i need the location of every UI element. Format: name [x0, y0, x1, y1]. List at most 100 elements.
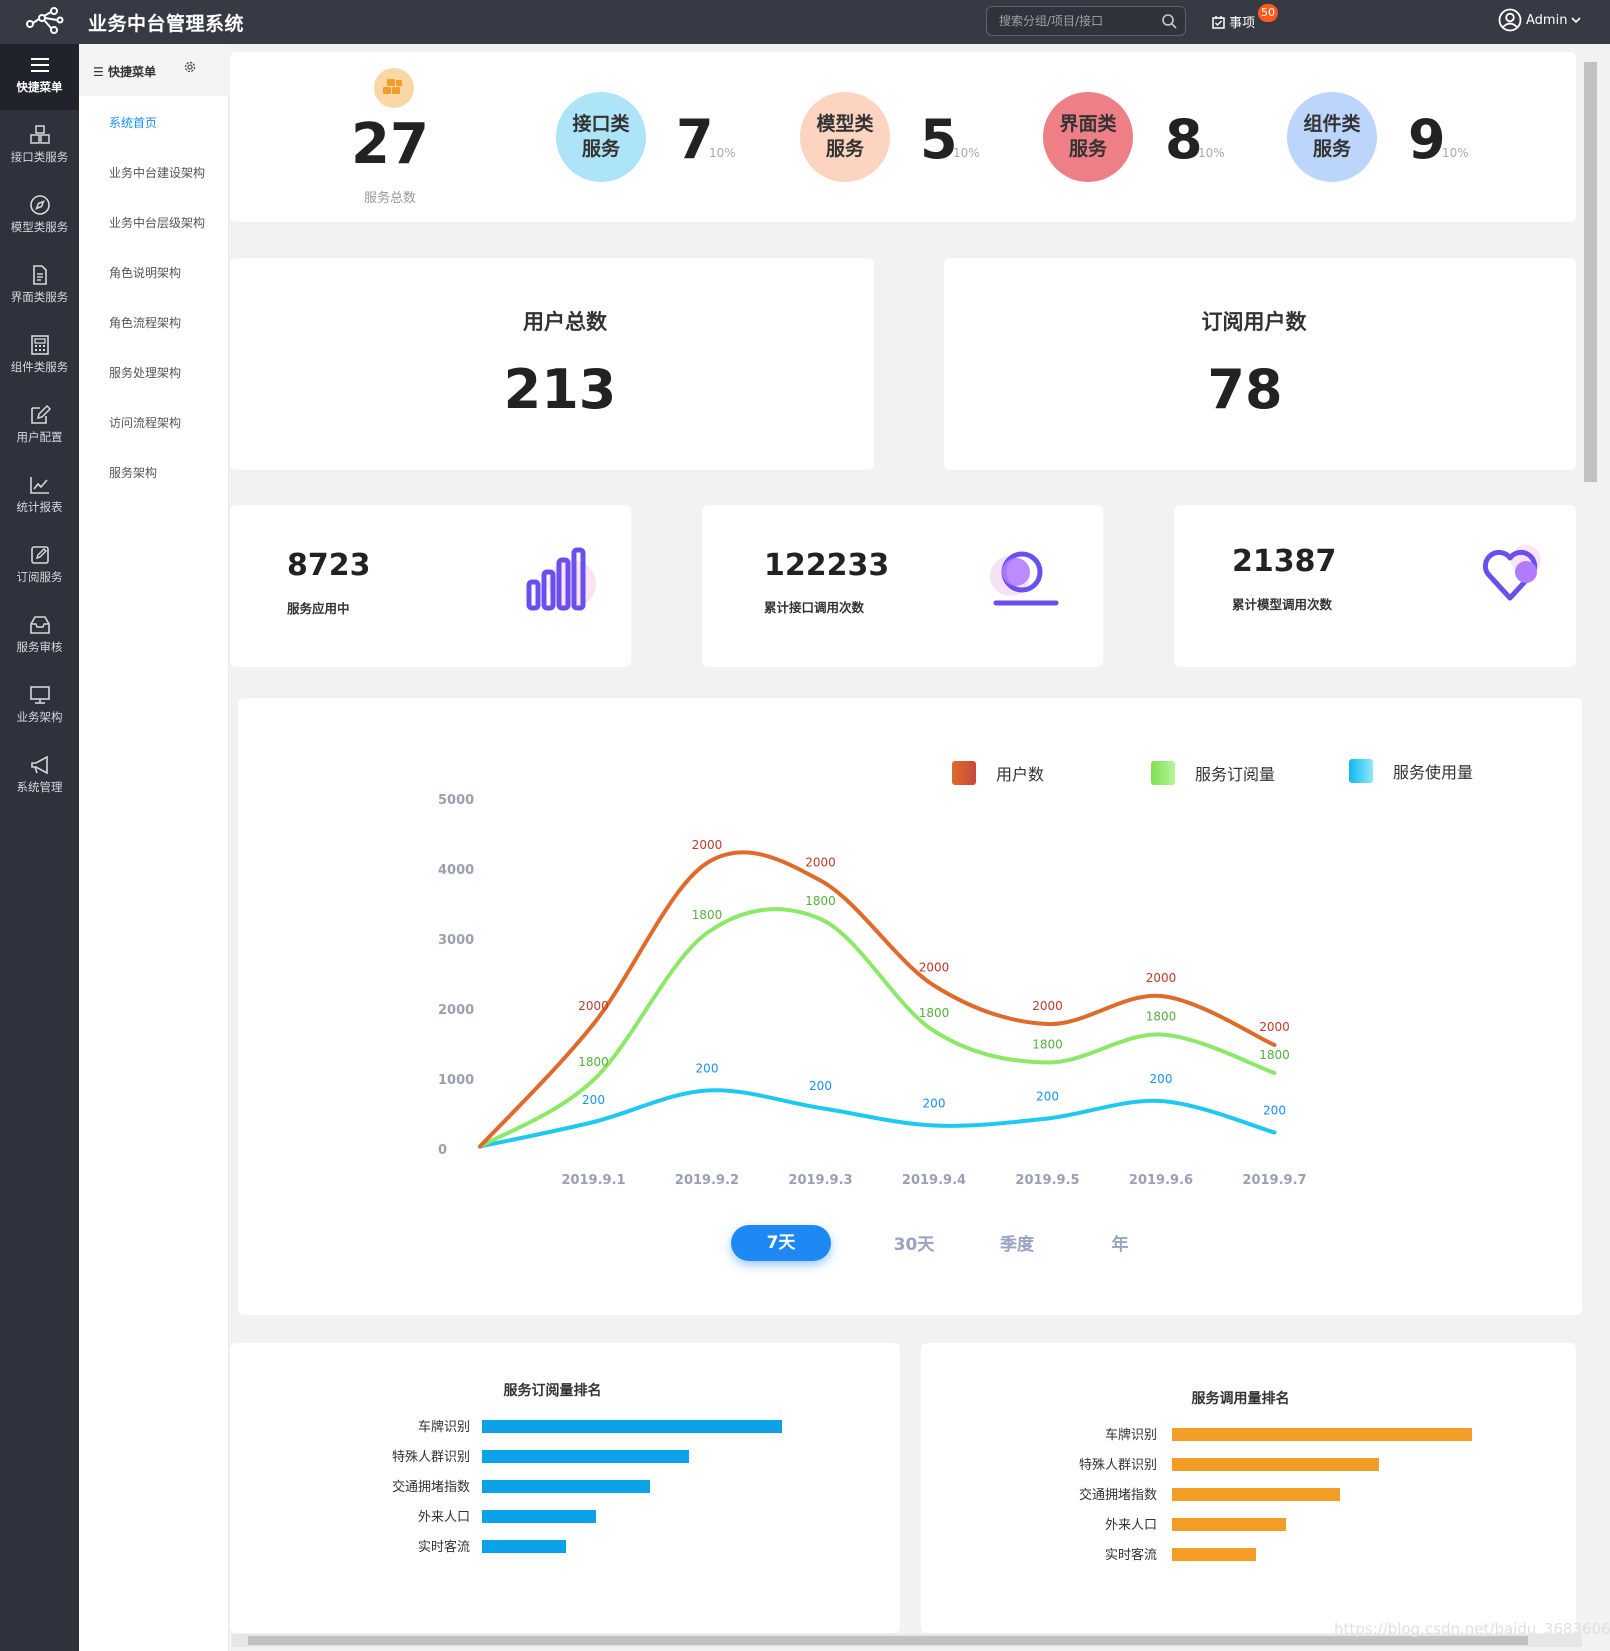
- ranking-bar[interactable]: [1172, 1518, 1286, 1531]
- sidebar-item-system-management[interactable]: 系统管理: [0, 744, 79, 810]
- ranking-bar[interactable]: [482, 1480, 650, 1493]
- tab-quarter[interactable]: 季度: [1000, 1235, 1034, 1255]
- metric-model-calls-label: 累计模型调用次数: [1232, 597, 1333, 612]
- data-label: 2000: [1259, 1020, 1290, 1034]
- service-stack-icon: [374, 68, 414, 108]
- tab-7-days[interactable]: 7天: [731, 1225, 831, 1261]
- sidebar-item-business-architecture[interactable]: 业务架构: [0, 674, 79, 740]
- series-usage-line: [478, 1088, 1277, 1149]
- ranking-bar[interactable]: [482, 1450, 689, 1463]
- ranking-bar[interactable]: [482, 1420, 782, 1433]
- quick-menu-item[interactable]: 业务中台建设架构: [109, 166, 206, 180]
- legend-subscription[interactable]: 服务订阅量: [1151, 761, 1275, 785]
- sidebar-item-label: 用户配置: [16, 430, 63, 444]
- ranking-category-label: 实时客流: [417, 1540, 470, 1555]
- metric-card-model-calls: [1174, 505, 1576, 667]
- x-tick-label: 2019.9.5: [1015, 1173, 1079, 1188]
- series-subscription-line: [478, 907, 1277, 1149]
- y-tick-label: 4000: [438, 863, 474, 878]
- data-label: 1800: [919, 1006, 950, 1020]
- legend-user-count[interactable]: 用户数: [952, 761, 1044, 785]
- legend-label: 服务订阅量: [1195, 765, 1276, 784]
- quick-menu-item[interactable]: 服务处理架构: [109, 366, 182, 380]
- ranking-bar[interactable]: [1172, 1458, 1379, 1471]
- sidebar-item-service-review[interactable]: 服务审核: [0, 604, 79, 670]
- data-label: 2000: [692, 838, 723, 852]
- calculator-icon: [30, 335, 49, 355]
- document-icon: [32, 265, 47, 285]
- x-tick-label: 2019.9.7: [1242, 1173, 1306, 1188]
- ranking-category-label: 交通拥堵指数: [391, 1480, 470, 1495]
- compass-icon: [29, 195, 50, 215]
- component-service-circle[interactable]: 组件类服务: [1287, 92, 1377, 182]
- quick-menu-item[interactable]: 角色流程架构: [109, 316, 182, 330]
- sidebar-item-subscribe-services[interactable]: 订阅服务: [0, 534, 79, 600]
- data-label: 200: [1150, 1072, 1173, 1086]
- ranking-category-label: 实时客流: [1104, 1548, 1157, 1563]
- ranking-category-label: 车牌识别: [417, 1420, 470, 1435]
- y-tick-label: 5000: [438, 793, 474, 808]
- sidebar-item-label: 界面类服务: [10, 290, 69, 304]
- interface-service-pct: 10%: [709, 146, 736, 160]
- search-box[interactable]: [986, 6, 1186, 36]
- search-input[interactable]: [997, 11, 1157, 31]
- pencil-square-icon: [30, 546, 49, 564]
- series-user-count-line: [478, 850, 1277, 1149]
- legend-usage[interactable]: 服务使用量: [1349, 759, 1473, 783]
- legend-swatch: [1349, 759, 1373, 783]
- tab-year[interactable]: 年: [1111, 1235, 1129, 1255]
- legend-swatch: [952, 761, 976, 785]
- x-tick-label: 2019.9.1: [561, 1173, 625, 1188]
- ranking-bar[interactable]: [1172, 1488, 1340, 1501]
- data-label: 1800: [1032, 1038, 1063, 1052]
- data-label: 1800: [1146, 1010, 1177, 1024]
- user-menu[interactable]: Admin: [1498, 8, 1582, 32]
- tab-30-days[interactable]: 30天: [893, 1235, 935, 1255]
- sidebar-item-component-services[interactable]: 组件类服务: [0, 324, 79, 390]
- ui-service-label: 界面类服务: [1059, 113, 1117, 160]
- sidebar-item-label: 组件类服务: [10, 360, 69, 374]
- sidebar-item-label: 系统管理: [16, 780, 63, 794]
- sidebar-item-user-config[interactable]: 用户配置: [0, 394, 79, 460]
- data-label: 2000: [578, 999, 609, 1013]
- data-label: 200: [582, 1093, 605, 1107]
- todo-button[interactable]: 事项 50: [1212, 4, 1278, 31]
- data-label: 2000: [805, 856, 836, 870]
- sidebar-item-model-services[interactable]: 模型类服务: [0, 184, 79, 250]
- ui-service-circle[interactable]: 界面类服务: [1043, 92, 1133, 182]
- megaphone-icon: [30, 755, 48, 775]
- usage-ranking-title: 服务调用量排名: [1191, 1391, 1290, 1407]
- sidebar-item-label: 快捷菜单: [16, 80, 63, 94]
- model-service-circle[interactable]: 模型类服务: [800, 92, 890, 182]
- gear-icon[interactable]: [183, 60, 197, 74]
- ranking-bar[interactable]: [1172, 1548, 1256, 1561]
- ranking-bar[interactable]: [482, 1540, 566, 1553]
- bar-chart-icon: [526, 547, 596, 611]
- vertical-scrollbar-thumb[interactable]: [1584, 62, 1597, 482]
- total-users-value: 213: [503, 358, 617, 421]
- horizontal-scrollbar-thumb[interactable]: [248, 1636, 1528, 1645]
- search-icon[interactable]: [1161, 13, 1177, 29]
- quick-menu-header: ☰ 快捷菜单: [79, 44, 229, 96]
- quick-menu-item[interactable]: 角色说明架构: [109, 266, 182, 280]
- y-tick-label: 3000: [438, 933, 474, 948]
- sidebar-item-ui-services[interactable]: 界面类服务: [0, 254, 79, 320]
- quick-menu-item[interactable]: 服务架构: [109, 466, 158, 480]
- quick-menu-item-home[interactable]: 系统首页: [109, 116, 158, 130]
- data-label: 200: [809, 1079, 832, 1093]
- legend-swatch: [1151, 761, 1175, 785]
- sidebar-item-interface-services[interactable]: 接口类服务: [0, 114, 79, 180]
- quick-menu-item[interactable]: 业务中台层级架构: [109, 216, 206, 230]
- data-label: 2000: [1146, 971, 1177, 985]
- ranking-bar[interactable]: [482, 1510, 596, 1523]
- sidebar-item-quick-menu[interactable]: 快捷菜单: [0, 44, 79, 110]
- data-label: 1800: [692, 908, 723, 922]
- quick-menu-item[interactable]: 访问流程架构: [109, 416, 182, 430]
- ranking-bar[interactable]: [1172, 1428, 1472, 1441]
- sidebar-item-label: 订阅服务: [16, 570, 63, 584]
- total-users-card: [230, 258, 874, 470]
- interface-service-circle[interactable]: 接口类服务: [556, 92, 646, 182]
- data-label: 200: [696, 1062, 719, 1076]
- sidebar-item-stats-report[interactable]: 统计报表: [0, 464, 79, 530]
